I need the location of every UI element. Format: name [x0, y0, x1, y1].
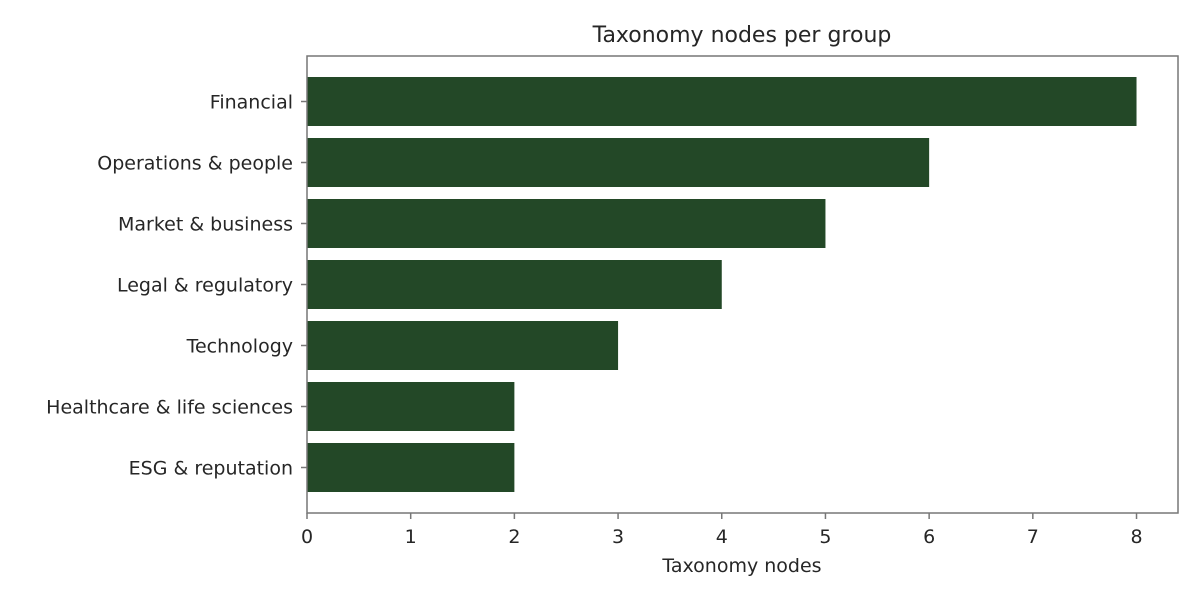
y-tick-label: Legal & regulatory	[117, 275, 293, 297]
y-tick-label: ESG & reputation	[129, 458, 293, 480]
y-tick-label: Market & business	[118, 214, 293, 236]
plot-frame	[306, 55, 1179, 514]
y-tick-label: Technology	[186, 336, 293, 358]
chart-title: Taxonomy nodes per group	[592, 23, 892, 48]
y-tick-label: Healthcare & life sciences	[46, 397, 293, 419]
y-axis: Financial Operations & people Market & bus…	[46, 92, 307, 480]
x-tick-label: 8	[1130, 526, 1142, 548]
x-tick-label: 5	[819, 526, 831, 548]
bar	[307, 443, 515, 492]
x-tick-label: 6	[923, 526, 935, 548]
y-tick-label: Financial	[210, 92, 293, 114]
x-tick-label: 3	[612, 526, 624, 548]
x-tick-label: 7	[1027, 526, 1039, 548]
x-tick-label: 0	[301, 526, 313, 548]
x-tick-label: 2	[508, 526, 520, 548]
bar	[307, 382, 515, 431]
x-axis-label: Taxonomy nodes	[661, 555, 821, 577]
bar	[307, 321, 619, 370]
bar	[307, 260, 722, 309]
x-tick-label: 1	[405, 526, 417, 548]
bars-group	[307, 77, 1137, 492]
x-axis: 0 1 2 3 4 5 6 7 8	[301, 513, 1143, 548]
x-tick-label: 4	[716, 526, 728, 548]
bar	[307, 138, 930, 187]
bar	[307, 77, 1137, 126]
bar	[307, 199, 826, 248]
y-tick-label: Operations & people	[97, 153, 293, 175]
